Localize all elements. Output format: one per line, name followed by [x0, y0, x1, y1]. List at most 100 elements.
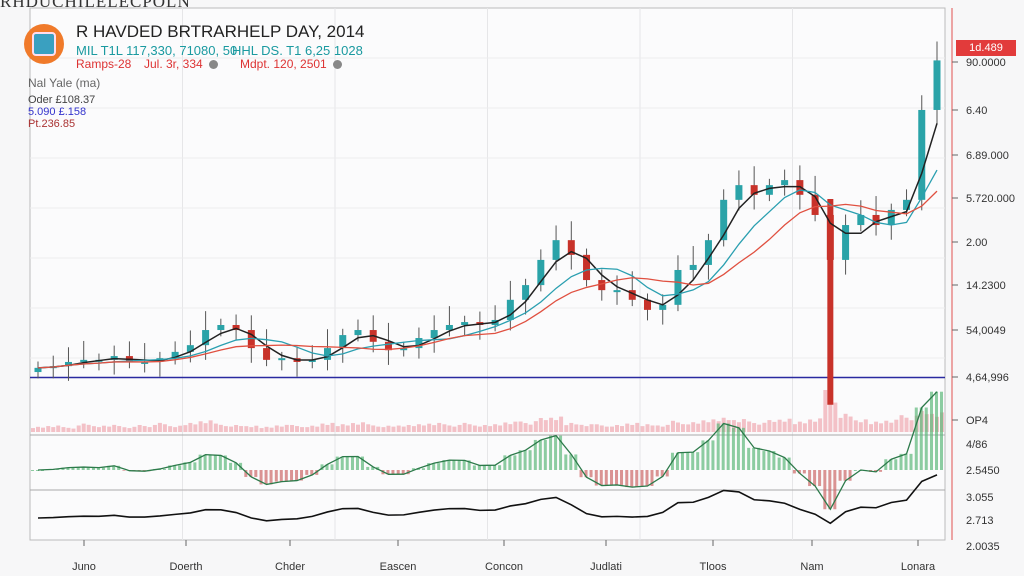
volume-bar [183, 425, 188, 432]
volume-bar [706, 422, 711, 432]
volume-bar [91, 426, 96, 432]
oscillator-bar [802, 470, 806, 474]
oscillator-bar [310, 470, 314, 475]
volume-bar [229, 426, 234, 432]
oscillator-bar [493, 465, 497, 470]
volume-bar [376, 426, 381, 432]
volume-bar [36, 426, 40, 432]
volume-bar [239, 426, 244, 432]
ma-mid-line [37, 169, 938, 369]
volume-bar [76, 425, 81, 432]
volume-bar [381, 427, 386, 432]
volume-bar [335, 426, 340, 432]
oscillator-bar [680, 452, 684, 470]
volume-bar [396, 425, 401, 432]
candle [735, 185, 743, 200]
oscillator-bar [904, 453, 908, 470]
volume-bar [533, 421, 538, 432]
oscillator-bar [254, 470, 258, 477]
candle [263, 348, 271, 360]
oscillator-bar [36, 470, 39, 471]
y-tick-label: 54,0049 [966, 325, 1006, 337]
volume-bar [543, 420, 548, 432]
oscillator-bar [96, 467, 100, 470]
volume-bar [269, 427, 274, 432]
oscillator-bar [350, 456, 354, 470]
volume-bar [350, 423, 355, 432]
volume-bar [259, 428, 264, 432]
volume-bar [386, 425, 391, 432]
ohlc-readout: MIL T1L 117,330, 71080, 50 [76, 43, 238, 58]
oscillator-bar [528, 450, 532, 470]
candle [64, 361, 72, 367]
candle [461, 322, 469, 325]
candle [750, 185, 758, 195]
volume-bar [752, 423, 757, 432]
volume-bar [549, 417, 554, 432]
oscillator-bar [284, 470, 288, 482]
candle [643, 299, 651, 310]
volume-bar [96, 427, 101, 432]
volume-bar [808, 419, 813, 432]
volume-bar [858, 422, 863, 432]
settings-icon[interactable] [208, 60, 218, 70]
y-tick-label: OP4 [966, 415, 988, 427]
volume-bar [909, 420, 914, 432]
oscillator-bar [31, 470, 34, 471]
volume-bar [899, 415, 904, 432]
candle [537, 259, 545, 286]
volume-bar [691, 422, 696, 432]
y-tick-label: 6.40 [966, 105, 987, 117]
oscillator-bar [940, 391, 943, 470]
oscillator-bar [335, 456, 339, 470]
oscillator-bar [797, 470, 801, 474]
volume-bar [853, 420, 858, 432]
oscillator-bar [787, 457, 791, 470]
oscillator-bar [554, 435, 558, 470]
oscillator-bar [610, 470, 614, 485]
oscillator-bar [808, 470, 812, 487]
oscillator-bar [599, 470, 603, 486]
volume-bar [157, 422, 162, 432]
oscillator-bar [747, 447, 751, 470]
oscillator-bar [56, 469, 60, 470]
candle [430, 330, 438, 339]
volume-bar [168, 426, 173, 432]
osc-tick-label: 4/86 [966, 439, 987, 451]
volume-bar [599, 425, 604, 432]
oscillator-bar [229, 462, 233, 470]
oscillator-bar [675, 452, 679, 470]
candle [278, 358, 286, 361]
candle [141, 361, 149, 364]
oscillator-bar [488, 465, 492, 470]
oscillator-bar [879, 470, 883, 472]
oscillator-bar [366, 466, 370, 470]
oscillator-bar [162, 468, 166, 470]
volume-bar [782, 421, 787, 432]
volume-bar [46, 426, 51, 432]
settings-icon[interactable] [332, 60, 342, 70]
x-tick-label: Nam [800, 561, 823, 573]
oscillator-bar [223, 455, 227, 470]
legend-title: Nal Yale (ma) [28, 76, 101, 90]
candle [628, 290, 636, 300]
oscillator-bar [482, 465, 486, 470]
volume-bar [655, 425, 660, 432]
oscillator-bar [686, 452, 690, 470]
oscillator-bar [721, 423, 725, 470]
lower-tick-label: 3.055 [966, 492, 994, 504]
volume-bar [650, 425, 655, 432]
volume-bar [132, 426, 137, 432]
oscillator-bar [213, 455, 217, 470]
oscillator-bar [848, 470, 852, 481]
oscillator-bar [594, 470, 598, 486]
oscillator-bar [345, 456, 349, 470]
oscillator-bar [843, 470, 847, 481]
volume-bar [772, 421, 777, 432]
volume-bar [340, 424, 345, 432]
volume-bar [325, 424, 330, 432]
oscillator-bar [559, 435, 563, 470]
oscillator-bar [457, 460, 461, 470]
volume-bar [315, 426, 320, 432]
oscillator-bar [437, 463, 441, 470]
